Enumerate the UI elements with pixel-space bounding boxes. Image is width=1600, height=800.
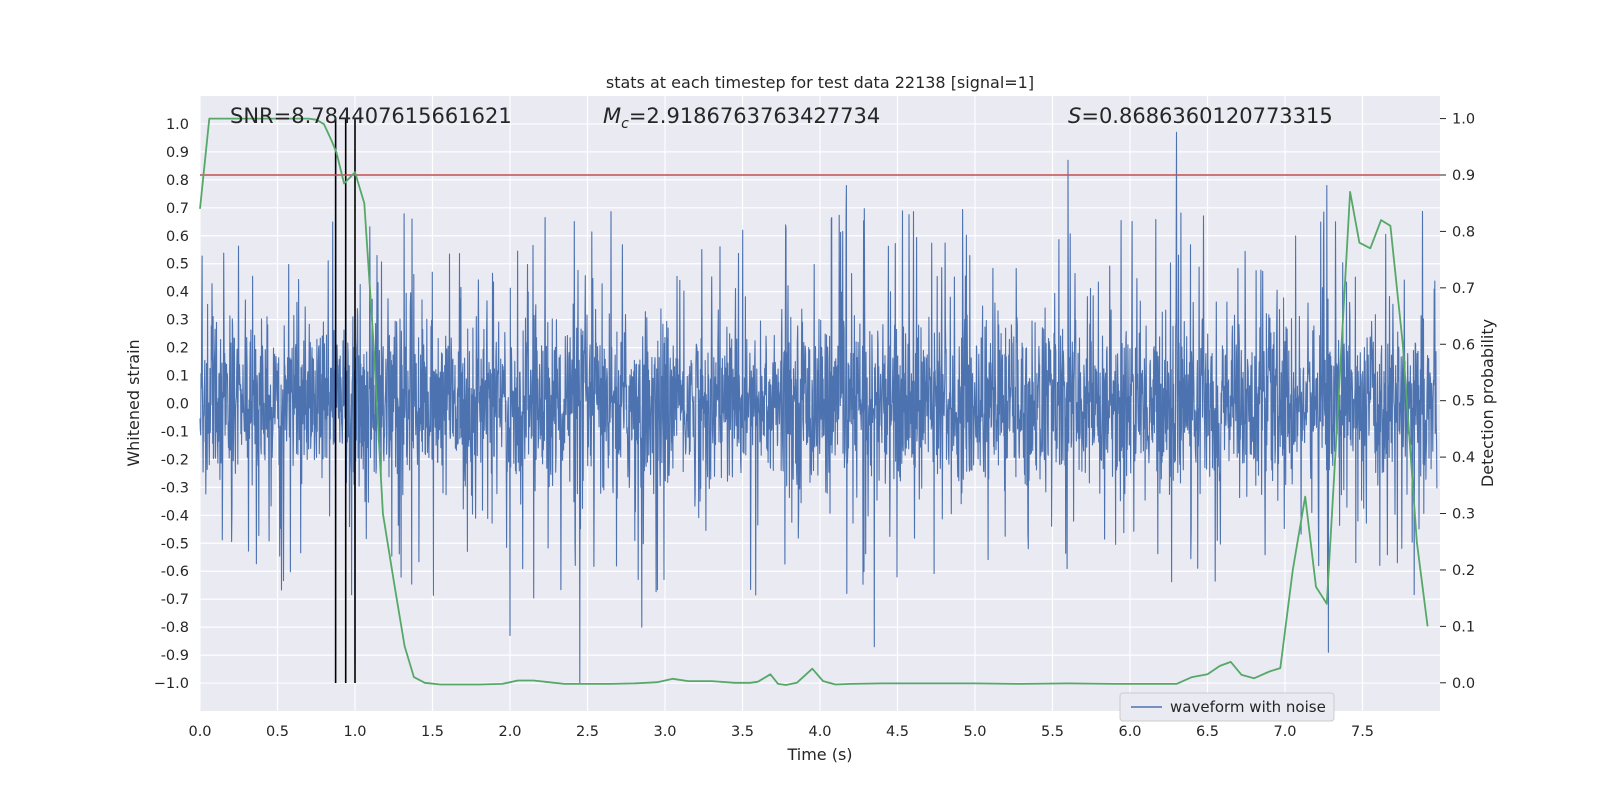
- x-tick-label: 3.5: [731, 724, 754, 740]
- y2-tick-label: 0.4: [1452, 450, 1475, 466]
- y-tick-label: 0.3: [166, 313, 189, 329]
- snr-annotation: SNR=8.784407615661621: [230, 104, 512, 128]
- chirp-mass-subscript: c: [621, 116, 629, 132]
- x-tick-label: 5.0: [963, 724, 986, 740]
- x-tick-label: 2.0: [498, 724, 521, 740]
- legend-box: [1119, 692, 1335, 722]
- chirp-mass-value: =2.9186763763427734: [629, 104, 880, 128]
- y2-tick-label: 0.7: [1452, 281, 1475, 297]
- y2-tick-label: 0.5: [1452, 394, 1475, 410]
- x-tick-label: 6.5: [1196, 724, 1219, 740]
- score-annotation: S=0.8686360120773315: [1068, 104, 1333, 128]
- chart-title: stats at each timestep for test data 221…: [606, 73, 1034, 92]
- legend: waveform with noise: [1119, 692, 1335, 722]
- x-axis-label: Time (s): [786, 745, 852, 764]
- y-tick-label: 0.7: [166, 201, 189, 217]
- y2-tick-label: 0.3: [1452, 507, 1475, 523]
- y-tick-label: -0.4: [161, 508, 189, 524]
- detection-probability-line: [199, 117, 1429, 686]
- y-tick-label: 1.0: [166, 117, 189, 133]
- y2-axis-ticks: 1.0 0.9 0.8 0.7 0.6 0.5 0.4 0.3 0.2 0.1 0.0: [1440, 112, 1475, 692]
- x-tick-label: 7.0: [1273, 724, 1296, 740]
- y-tick-label: -0.1: [161, 424, 189, 440]
- y2-tick-label: 0.8: [1452, 224, 1475, 240]
- y-tick-label: 0.8: [166, 173, 189, 189]
- x-tick-label: 2.5: [576, 724, 599, 740]
- y2-axis-label: Detection probability: [1478, 319, 1497, 487]
- y-tick-label: 0.6: [166, 229, 189, 245]
- y-tick-label: −1.0: [154, 676, 189, 692]
- x-tick-label: 5.5: [1041, 724, 1064, 740]
- chirp-mass-symbol: M: [603, 104, 621, 128]
- y-tick-label: 0.9: [166, 145, 189, 161]
- y2-tick-label: 0.1: [1452, 619, 1475, 635]
- score-value: =0.8686360120773315: [1081, 104, 1332, 128]
- y-tick-label: 0.2: [166, 341, 189, 357]
- x-tick-label: 7.5: [1351, 724, 1374, 740]
- y-tick-label: -0.9: [161, 648, 189, 664]
- y-tick-label: 0.4: [166, 285, 189, 301]
- x-tick-label: 1.0: [343, 724, 366, 740]
- y-tick-label: 0.1: [166, 369, 189, 385]
- y2-tick-label: 1.0: [1452, 112, 1475, 128]
- x-tick-label: 4.0: [808, 724, 831, 740]
- y-tick-label: -0.2: [161, 452, 189, 468]
- chirp-mass-annotation: Mc=2.9186763763427734: [603, 104, 880, 132]
- x-axis-ticks: 0.0 0.5 1.0 1.5 2.0 2.5 3.0 3.5 4.0 4.5 5.0 5.5 6.0 6…: [188, 724, 1374, 740]
- y2-tick-label: 0.0: [1452, 676, 1475, 692]
- waveform-with-noise-series: [199, 128, 1438, 684]
- y-tick-label: -0.3: [161, 480, 189, 496]
- legend-label: waveform with noise: [1170, 698, 1326, 716]
- detection-probability-series: [199, 117, 1429, 686]
- y2-tick-label: 0.9: [1452, 168, 1475, 184]
- y-axis-ticks: 1.0 0.9 0.8 0.7 0.6 0.5 0.4 0.3 0.2 0.1 0.0 -0.1 -0.…: [154, 117, 189, 692]
- score-symbol: S: [1068, 104, 1081, 128]
- y-axis-label: Whitened strain: [124, 339, 143, 466]
- x-tick-label: 4.5: [886, 724, 909, 740]
- waveform-with-noise-line: [199, 128, 1438, 684]
- y2-tick-label: 0.6: [1452, 337, 1475, 353]
- y2-tick-label: 0.2: [1452, 563, 1475, 579]
- x-tick-label: 3.0: [653, 724, 676, 740]
- x-tick-label: 6.0: [1118, 724, 1141, 740]
- x-tick-label: 1.5: [421, 724, 444, 740]
- y-tick-label: 0.5: [166, 257, 189, 273]
- y-tick-label: -0.7: [161, 592, 189, 608]
- vertical-markers: [334, 118, 356, 684]
- y-tick-label: -0.6: [161, 564, 189, 580]
- y-tick-label: -0.5: [161, 536, 189, 552]
- x-tick-label: 0.5: [266, 724, 289, 740]
- x-tick-label: 0.0: [188, 724, 211, 740]
- y-tick-label: 0.0: [166, 397, 189, 413]
- y-tick-label: -0.8: [161, 620, 189, 636]
